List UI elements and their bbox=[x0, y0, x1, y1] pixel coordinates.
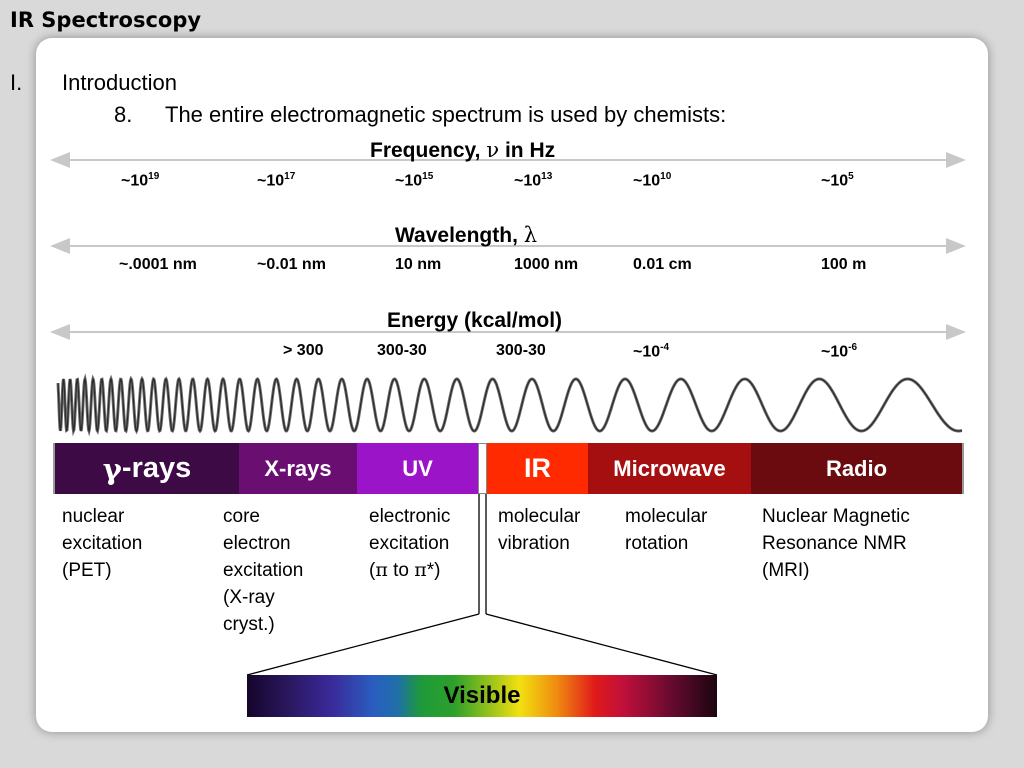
wavelength-tick: 0.01 cm bbox=[633, 256, 692, 273]
band-uv: UV bbox=[357, 443, 478, 494]
visible-spectrum-bar bbox=[247, 675, 717, 717]
item-text: The entire electromagnetic spectrum is u… bbox=[165, 102, 727, 127]
band-uv-label: UV bbox=[402, 455, 433, 481]
frequency-title-text: Frequency, bbox=[370, 139, 481, 162]
band-radio: Radio bbox=[751, 443, 964, 494]
outline-heading: Introduction bbox=[62, 70, 177, 95]
item-number: 8. bbox=[114, 102, 133, 127]
energy-tick: ~10-4 bbox=[633, 342, 670, 361]
band-xray-label: X-rays bbox=[264, 455, 332, 481]
desc-microwave: molecular rotation bbox=[625, 506, 708, 554]
band-ir-label: IR bbox=[524, 453, 551, 483]
desc-ir: molecular vibration bbox=[498, 506, 581, 554]
band-radio-label: Radio bbox=[825, 455, 888, 481]
outline-numeral: I. bbox=[10, 70, 23, 95]
wavelength-title: Wavelength, λ bbox=[395, 223, 537, 248]
wavelength-tick: 100 m bbox=[821, 256, 867, 273]
energy-tick: 300-30 bbox=[496, 342, 546, 359]
wavelength-title-text: Wavelength, bbox=[395, 224, 518, 247]
energy-title: Energy (kcal/mol) bbox=[387, 309, 563, 332]
frequency-tick: ~1015 bbox=[395, 171, 434, 190]
frequency-unit: in Hz bbox=[504, 139, 556, 162]
wavelength-tick: ~.0001 nm bbox=[119, 256, 197, 273]
frequency-tick: ~1010 bbox=[633, 171, 672, 190]
band-gamma: γ -rays bbox=[53, 443, 239, 494]
frequency-tick: ~1017 bbox=[257, 171, 296, 190]
desc-xray: core electron excitation (X-ray cryst.) bbox=[223, 506, 304, 635]
frequency-tick: ~1013 bbox=[514, 171, 553, 190]
frequency-title: Frequency, ν in Hz bbox=[370, 138, 555, 163]
energy-tick: 300-30 bbox=[377, 342, 427, 359]
wavelength-tick: 1000 nm bbox=[514, 256, 579, 273]
energy-tick: > 300 bbox=[283, 342, 324, 359]
lambda-symbol: λ bbox=[523, 223, 538, 247]
band-microwave: Microwave bbox=[588, 443, 751, 494]
band-xray: X-rays bbox=[239, 443, 357, 494]
desc-radio: Nuclear Magnetic Resonance NMR (MRI) bbox=[762, 506, 910, 581]
frequency-tick: ~1019 bbox=[121, 171, 160, 190]
slide-title: IR Spectroscopy bbox=[10, 8, 202, 32]
nu-symbol: ν bbox=[486, 138, 500, 162]
desc-uv: electronic excitation (π to π*) bbox=[369, 506, 451, 581]
wavelength-tick: 10 nm bbox=[395, 256, 442, 273]
gamma-symbol: γ bbox=[102, 451, 122, 486]
energy-tick: ~10-6 bbox=[821, 342, 858, 361]
band-ir: IR bbox=[487, 443, 588, 494]
desc-gamma: nuclear excitation (PET) bbox=[62, 506, 143, 581]
frequency-tick: ~105 bbox=[821, 171, 854, 190]
band-gamma-label: -rays bbox=[121, 452, 192, 484]
wavelength-tick: ~0.01 nm bbox=[257, 256, 326, 273]
visible-label: Visible bbox=[443, 682, 521, 709]
band-microwave-label: Microwave bbox=[613, 455, 726, 481]
visible-gap bbox=[478, 443, 487, 494]
